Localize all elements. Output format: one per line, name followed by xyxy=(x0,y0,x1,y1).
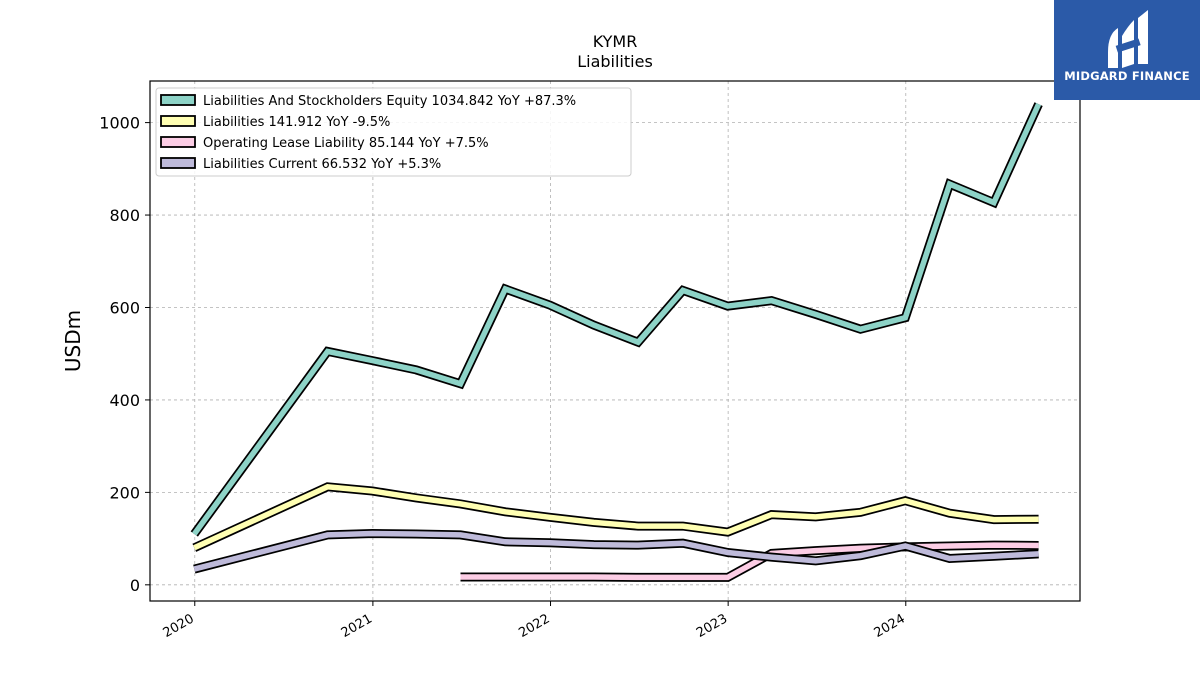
y-tick-label: 1000 xyxy=(99,114,140,133)
series-liabilities xyxy=(192,482,1039,552)
legend-swatch xyxy=(160,94,196,106)
logo-text: MIDGARD FINANCE xyxy=(1064,69,1190,83)
legend-swatch xyxy=(160,136,196,148)
y-tick-label: 800 xyxy=(109,206,140,225)
x-tick-label: 2023 xyxy=(694,611,730,641)
y-tick-label: 200 xyxy=(109,483,140,502)
x-tick-label: 2022 xyxy=(516,611,552,641)
series-liabilities-current xyxy=(193,528,1039,574)
legend-label: Liabilities Current 66.532 YoY +5.3% xyxy=(203,157,441,172)
series-line xyxy=(192,102,1042,536)
y-axis: 0 200 400 600 800 1000 xyxy=(99,114,150,595)
legend-label: Liabilities And Stockholders Equity 1034… xyxy=(203,94,576,109)
plot-frame xyxy=(149,80,1081,602)
series-liabilities-and-stockholders-equity xyxy=(190,102,1043,537)
legend-swatch xyxy=(160,115,196,127)
x-tick-label: 2020 xyxy=(161,611,197,641)
chart-subtitle: Liabilities xyxy=(577,52,653,71)
legend-swatch xyxy=(160,157,196,169)
series-line xyxy=(193,530,1039,572)
y-tick-label: 0 xyxy=(130,576,140,595)
series-line xyxy=(193,483,1039,551)
legend-box xyxy=(155,87,632,177)
x-tick-label: 2024 xyxy=(872,611,908,641)
legend: Liabilities And Stockholders Equity 1034… xyxy=(155,87,632,177)
x-axis: 2020 2021 2022 2023 2024 xyxy=(161,601,908,641)
series-line xyxy=(460,542,1039,581)
legend-label: Liabilities 141.912 YoY -9.5% xyxy=(203,115,390,130)
x-tick-label: 2021 xyxy=(339,611,375,641)
series-operating-lease-liability xyxy=(460,540,1039,582)
y-tick-label: 400 xyxy=(109,391,140,410)
series-layer xyxy=(190,102,1043,582)
y-tick-label: 600 xyxy=(109,298,140,317)
y-axis-label: USDm xyxy=(61,310,85,372)
logo-mark-icon xyxy=(1108,10,1148,68)
legend-label: Operating Lease Liability 85.144 YoY +7.… xyxy=(203,136,489,151)
brand-logo: MIDGARD FINANCE xyxy=(1054,0,1200,100)
chart-title: KYMR xyxy=(593,32,638,51)
